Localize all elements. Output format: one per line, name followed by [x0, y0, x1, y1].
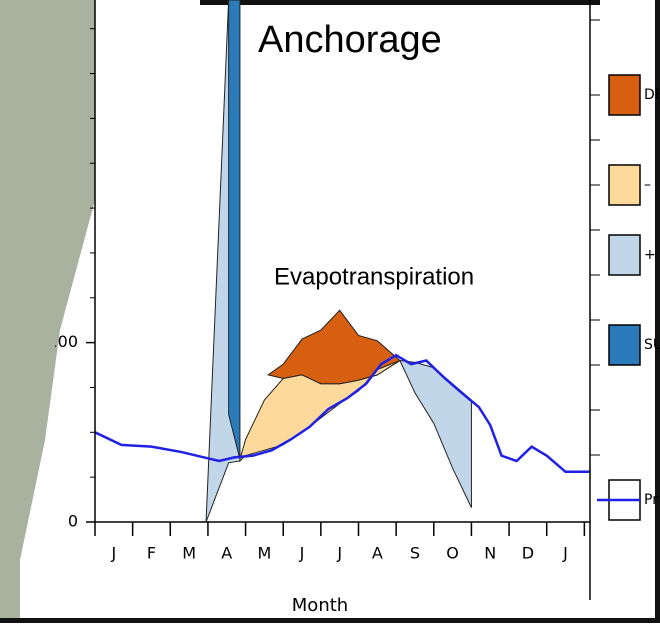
- x-tick-label: F: [147, 544, 156, 563]
- x-tick-label: M: [182, 544, 196, 563]
- x-tick-label: S: [410, 544, 420, 563]
- x-tick-label: A: [221, 544, 232, 563]
- legend-label: SU: [644, 337, 660, 353]
- x-axis-label: Month: [292, 595, 348, 616]
- x-tick-label: D: [522, 544, 534, 563]
- x-tick-label: J: [336, 544, 342, 563]
- frame-top: [200, 0, 600, 5]
- legend-label: Pr: [644, 492, 658, 508]
- legend-swatch: [609, 325, 640, 365]
- x-tick-label: J: [299, 544, 305, 563]
- legend-label: –: [644, 177, 651, 193]
- annotation: Evapotranspiration: [274, 263, 474, 290]
- area: [229, 0, 240, 459]
- y-tick-label: 0: [68, 512, 78, 531]
- x-tick-label: M: [257, 544, 271, 563]
- legend-swatch: [609, 165, 640, 205]
- legend-swatch: [609, 235, 640, 275]
- x-tick-label: N: [484, 544, 496, 563]
- chart-title: Anchorage: [258, 19, 442, 61]
- legend-label: DE: [644, 87, 660, 103]
- x-tick-label: J: [562, 544, 568, 563]
- frame-bottom: [0, 618, 660, 623]
- legend-swatch: [609, 75, 640, 115]
- x-tick-label: O: [446, 544, 459, 563]
- legend-label: +: [644, 247, 656, 263]
- chart: JFMAMJJASONDJ 0100 Anchorage Evapotransp…: [0, 0, 660, 623]
- x-tick-label: J: [110, 544, 116, 563]
- x-tick-label: A: [372, 544, 383, 563]
